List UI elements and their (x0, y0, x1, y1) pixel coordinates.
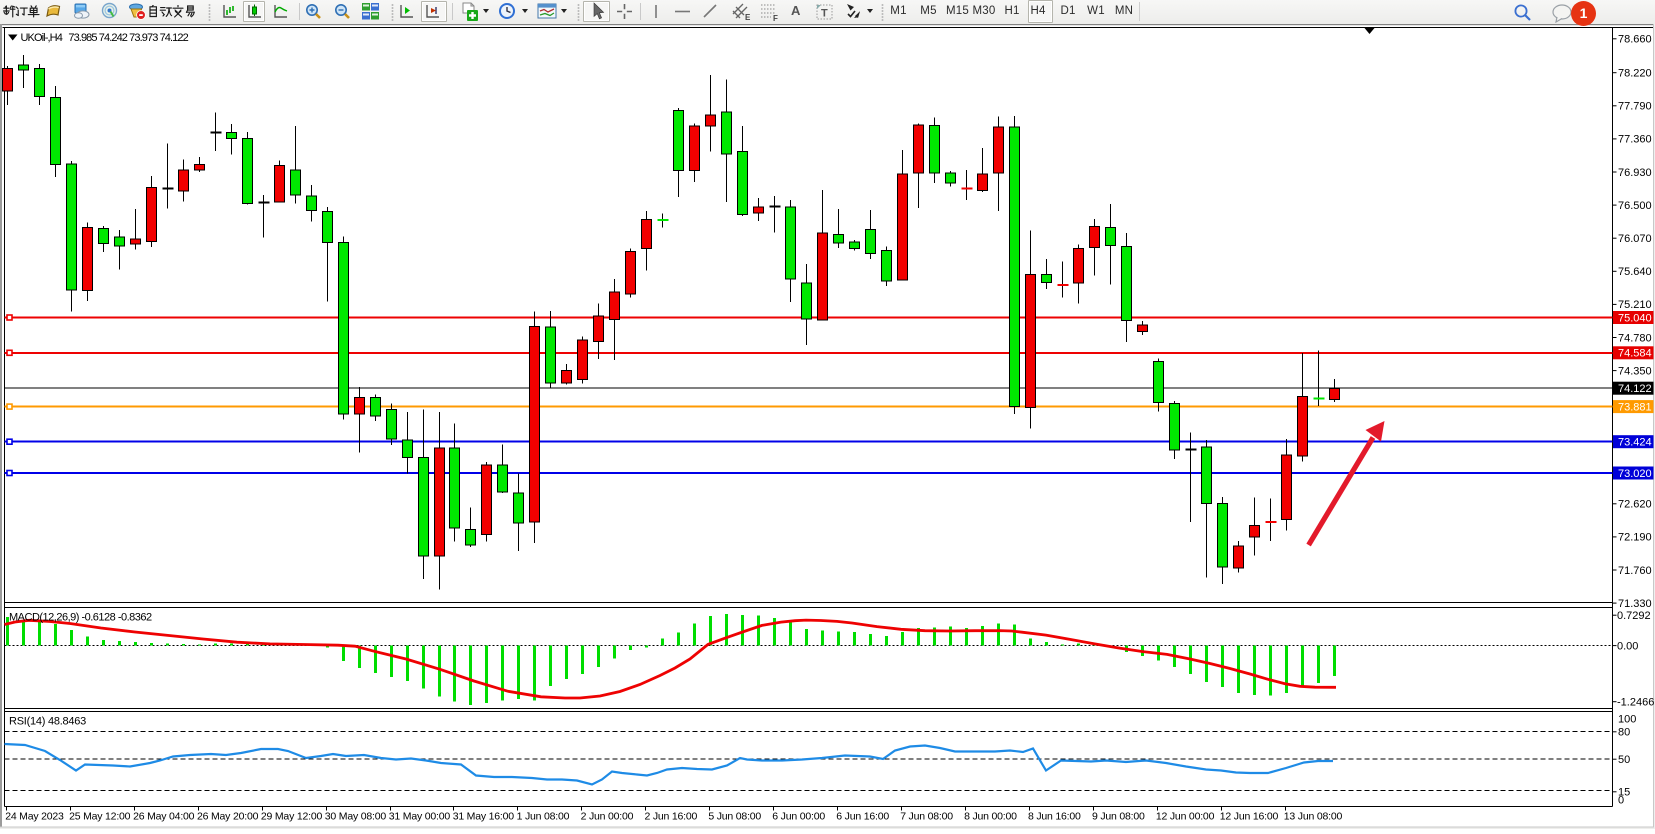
svg-text:29 May 12:00: 29 May 12:00 (261, 811, 323, 823)
svg-text:13 Jun 08:00: 13 Jun 08:00 (1284, 811, 1343, 823)
svg-text:2 Jun 00:00: 2 Jun 00:00 (581, 811, 634, 823)
svg-text:75.640: 75.640 (1618, 266, 1652, 278)
svg-text:73.424: 73.424 (1618, 437, 1652, 449)
svg-text:73.881: 73.881 (1618, 401, 1652, 413)
svg-text:26 May 20:00: 26 May 20:00 (197, 811, 259, 823)
svg-text:9 Jun 08:00: 9 Jun 08:00 (1092, 811, 1145, 823)
svg-text:80: 80 (1618, 727, 1630, 739)
svg-text:F: F (773, 14, 778, 22)
svg-text:25 May 12:00: 25 May 12:00 (69, 811, 131, 823)
svg-text:72.190: 72.190 (1618, 532, 1652, 544)
svg-text:30 May 08:00: 30 May 08:00 (325, 811, 387, 823)
svg-text:0.7292: 0.7292 (1617, 610, 1651, 622)
svg-text:7 Jun 08:00: 7 Jun 08:00 (900, 811, 953, 823)
svg-text:77.790: 77.790 (1618, 101, 1652, 113)
svg-text:50: 50 (1618, 754, 1630, 766)
svg-text:MACD(12,26,9) -0.6128 -0.8362: MACD(12,26,9) -0.6128 -0.8362 (9, 612, 152, 624)
svg-text:100: 100 (1618, 714, 1636, 726)
svg-text:78.660: 78.660 (1618, 34, 1652, 46)
svg-text:8 Jun 16:00: 8 Jun 16:00 (1028, 811, 1081, 823)
svg-text:73.020: 73.020 (1618, 468, 1652, 480)
svg-text:76.070: 76.070 (1618, 233, 1652, 245)
svg-text:71.760: 71.760 (1618, 565, 1652, 577)
svg-text:UKOil-,H4 73.985 74.242 73.9: UKOil-,H4 73.985 74.242 73.973 74.122 (21, 32, 189, 44)
svg-text:26 May 04:00: 26 May 04:00 (133, 811, 195, 823)
svg-text:71.330: 71.330 (1618, 598, 1652, 610)
svg-text:1 Jun 08:00: 1 Jun 08:00 (517, 811, 570, 823)
svg-text:12 Jun 00:00: 12 Jun 00:00 (1156, 811, 1215, 823)
svg-text:T: T (821, 8, 828, 20)
svg-text:5 Jun 08:00: 5 Jun 08:00 (708, 811, 761, 823)
svg-text:77.360: 77.360 (1618, 134, 1652, 146)
svg-text:E: E (745, 13, 751, 22)
svg-text:75.210: 75.210 (1618, 299, 1652, 311)
svg-text:2 Jun 16:00: 2 Jun 16:00 (645, 811, 698, 823)
svg-text:78.220: 78.220 (1618, 68, 1652, 80)
svg-text:74.780: 74.780 (1618, 332, 1652, 344)
svg-text:76.930: 76.930 (1618, 167, 1652, 179)
svg-text:-1.2466: -1.2466 (1617, 697, 1654, 709)
svg-text:31 May 16:00: 31 May 16:00 (453, 811, 515, 823)
svg-text:12 Jun 16:00: 12 Jun 16:00 (1220, 811, 1279, 823)
svg-text:24 May 2023: 24 May 2023 (5, 811, 64, 823)
svg-text:6 Jun 00:00: 6 Jun 00:00 (772, 811, 825, 823)
svg-text:74.350: 74.350 (1618, 365, 1652, 377)
svg-text:74.584: 74.584 (1618, 348, 1652, 360)
svg-text:75.040: 75.040 (1618, 312, 1652, 324)
svg-text:6 Jun 16:00: 6 Jun 16:00 (836, 811, 889, 823)
svg-text:0: 0 (1618, 794, 1624, 806)
svg-text:76.500: 76.500 (1618, 200, 1652, 212)
svg-text:0.00: 0.00 (1617, 640, 1638, 652)
svg-text:74.122: 74.122 (1618, 383, 1652, 395)
svg-text:8 Jun 00:00: 8 Jun 00:00 (964, 811, 1017, 823)
svg-text:72.620: 72.620 (1618, 499, 1652, 511)
svg-text:RSI(14) 48.8463: RSI(14) 48.8463 (9, 716, 86, 728)
svg-text:31 May 00:00: 31 May 00:00 (389, 811, 451, 823)
svg-text:15: 15 (1618, 787, 1630, 799)
